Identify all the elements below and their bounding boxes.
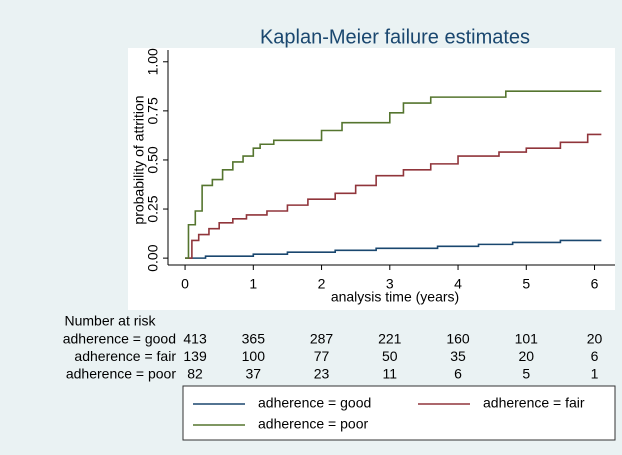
risk-row-label: adherence = poor bbox=[66, 366, 176, 382]
y-tick-label: 0.50 bbox=[145, 146, 161, 173]
x-tick-label: 3 bbox=[386, 276, 394, 292]
risk-value: 160 bbox=[446, 331, 470, 347]
survival-line bbox=[185, 90, 602, 259]
legend-label: adherence = good bbox=[258, 395, 371, 411]
x-axis-label: analysis time (years) bbox=[331, 289, 459, 305]
legend-box bbox=[182, 385, 616, 441]
chart-title: Kaplan-Meier failure estimates bbox=[260, 26, 530, 48]
x-tick-label: 2 bbox=[318, 276, 326, 292]
y-tick-label: 0.75 bbox=[145, 97, 161, 124]
y-axis-label: probability of attrition bbox=[131, 95, 147, 224]
plot-background bbox=[128, 48, 615, 310]
survival-line bbox=[185, 239, 602, 259]
risk-value: 35 bbox=[450, 348, 466, 364]
risk-value: 221 bbox=[378, 331, 402, 347]
risk-value: 365 bbox=[242, 331, 266, 347]
x-tick-label: 0 bbox=[181, 276, 189, 292]
x-tick-label: 6 bbox=[591, 276, 599, 292]
y-tick-label: 0.00 bbox=[145, 244, 161, 271]
risk-value: 413 bbox=[183, 331, 207, 347]
risk-value: 37 bbox=[246, 366, 262, 382]
risk-value: 287 bbox=[310, 331, 334, 347]
risk-value: 6 bbox=[591, 348, 599, 364]
risk-value: 77 bbox=[314, 348, 330, 364]
survival-line bbox=[185, 133, 602, 259]
risk-row-label: adherence = fair bbox=[74, 348, 176, 364]
legend-label: adherence = poor bbox=[258, 416, 368, 432]
risk-value: 20 bbox=[518, 348, 534, 364]
risk-value: 100 bbox=[242, 348, 266, 364]
y-tick-label: 1.00 bbox=[145, 48, 161, 75]
risk-value: 5 bbox=[522, 366, 530, 382]
risk-value: 1 bbox=[591, 366, 599, 382]
risk-value: 6 bbox=[454, 366, 462, 382]
x-tick-label: 1 bbox=[249, 276, 257, 292]
risk-value: 23 bbox=[314, 366, 330, 382]
risk-row-label: adherence = good bbox=[63, 331, 176, 347]
y-tick-label: 0.25 bbox=[145, 195, 161, 222]
legend-label: adherence = fair bbox=[483, 395, 585, 411]
risk-value: 11 bbox=[383, 366, 398, 382]
risk-value: 50 bbox=[382, 348, 398, 364]
risk-value: 82 bbox=[187, 366, 203, 382]
risk-value: 20 bbox=[587, 331, 603, 347]
x-tick-label: 5 bbox=[522, 276, 530, 292]
risk-value: 101 bbox=[515, 331, 539, 347]
risk-value: 139 bbox=[183, 348, 207, 364]
x-tick-label: 4 bbox=[454, 276, 462, 292]
risk-table-title: Number at risk bbox=[64, 313, 156, 329]
